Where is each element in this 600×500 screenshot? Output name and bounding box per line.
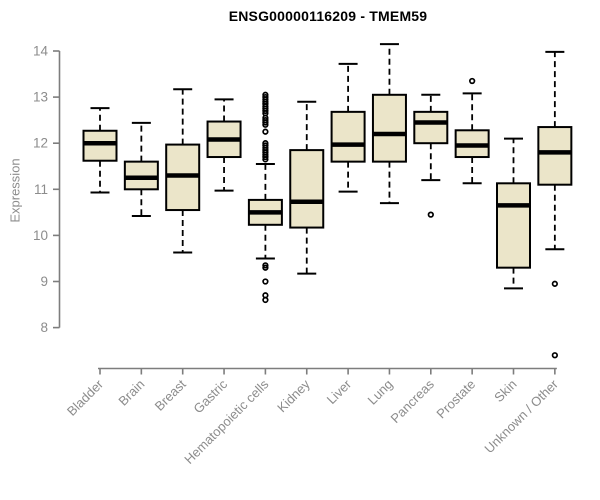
y-tick-label: 12 xyxy=(33,136,48,151)
outlier-point xyxy=(262,156,269,163)
y-tick-label: 14 xyxy=(33,44,49,59)
y-tick-label: 8 xyxy=(40,320,48,335)
x-tick-label: Pancreas xyxy=(387,376,437,426)
x-tick-label: Liver xyxy=(324,376,355,407)
x-tick-label: Kidney xyxy=(274,376,313,415)
x-tick-label: Skin xyxy=(491,377,519,405)
y-tick-label: 13 xyxy=(33,90,48,105)
outlier-point xyxy=(262,262,269,269)
x-tick-label: Bladder xyxy=(64,376,107,419)
box-bladder xyxy=(82,129,118,162)
y-tick-label: 10 xyxy=(33,228,48,243)
outlier-point xyxy=(262,107,269,115)
box-lung xyxy=(371,93,407,163)
outlier-point xyxy=(427,211,434,218)
box-pancreas xyxy=(413,110,449,145)
outlier-point xyxy=(262,153,269,161)
chart-title: ENSG00000116209 - TMEM59 xyxy=(228,8,428,24)
box-liver xyxy=(330,110,366,163)
x-tick-label: Gastric xyxy=(190,376,230,416)
x-tick-label: Lung xyxy=(365,377,396,408)
x-tick-label: Prostate xyxy=(433,377,478,422)
x-tick-label: Unknown / Other xyxy=(481,376,561,456)
x-tick-label: Brain xyxy=(115,377,147,409)
outlier-point xyxy=(262,264,269,271)
outlier-point xyxy=(551,352,558,359)
outlier-point xyxy=(262,278,269,285)
y-tick-label: 9 xyxy=(40,274,48,289)
outlier-point xyxy=(262,119,269,126)
outlier-point xyxy=(469,77,476,85)
box-skin xyxy=(496,182,531,269)
box-unknown-other xyxy=(537,126,573,186)
y-tick-label: 11 xyxy=(34,182,48,197)
box-brain xyxy=(123,160,159,191)
outlier-point xyxy=(262,121,269,128)
outlier-point xyxy=(551,280,558,287)
x-tick-label: Breast xyxy=(152,376,189,413)
box-kidney xyxy=(289,149,325,229)
outlier-point xyxy=(262,296,269,304)
outlier-point xyxy=(262,128,269,135)
